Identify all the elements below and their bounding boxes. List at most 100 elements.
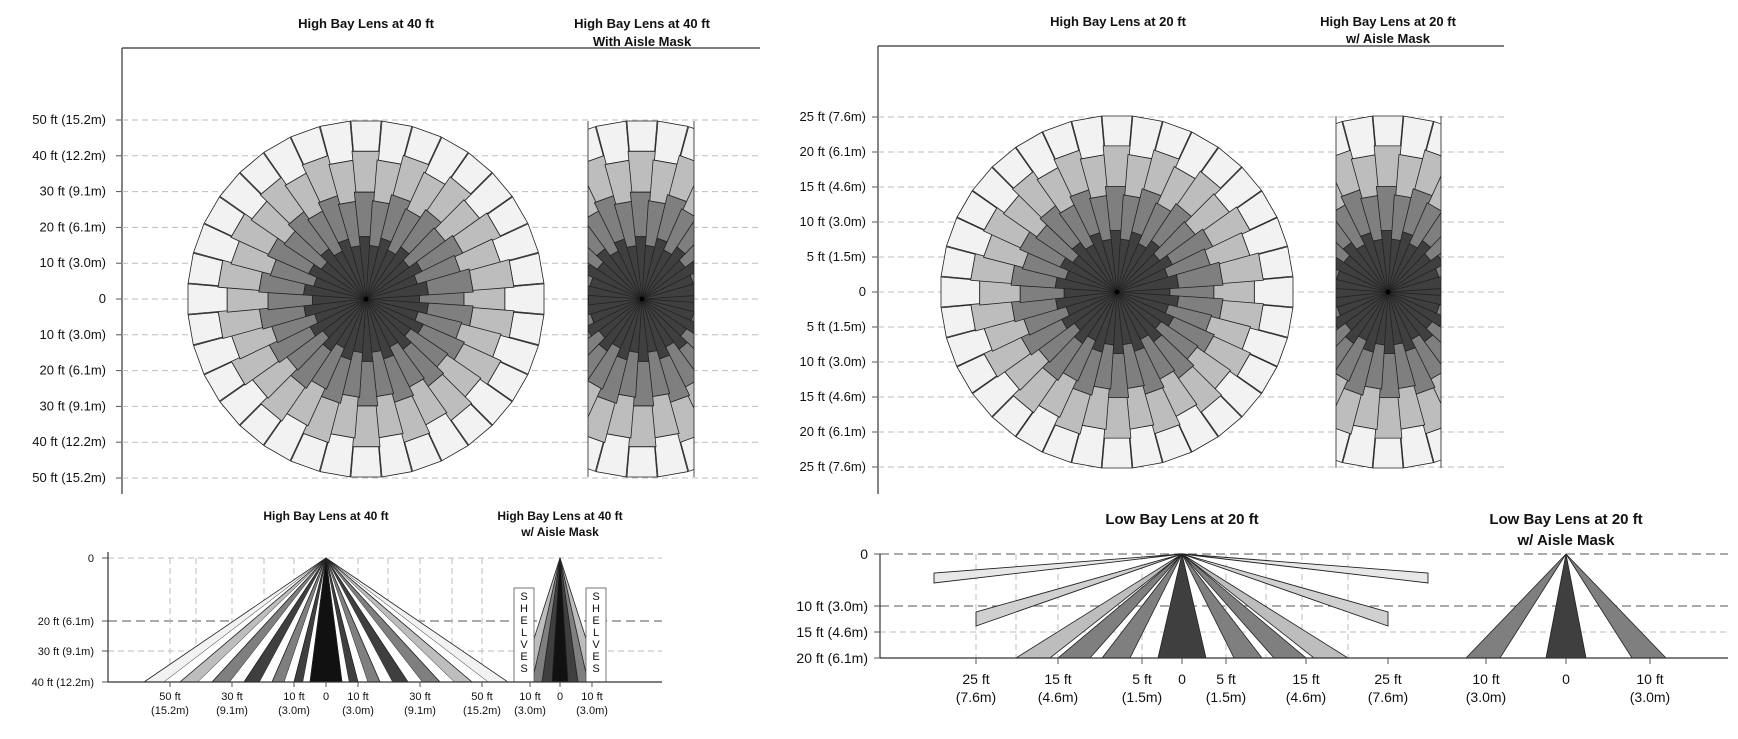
panel-title-low-bay-20ft: Low Bay Lens at 20 ft [1105, 511, 1258, 528]
shelves-label-letter: S [520, 591, 527, 603]
shelves-label-letter: E [520, 651, 527, 663]
y-axis-label: 15 ft (4.6m) [796, 624, 868, 640]
coverage-wedge [516, 404, 557, 445]
coverage-wedge [702, 303, 749, 329]
coverage-wedge [516, 153, 557, 194]
coverage-wedge [711, 355, 757, 399]
x-axis-label-metric: (3.0m) [278, 705, 310, 717]
coverage-wedge [1456, 194, 1501, 237]
coverage-wedge [1287, 132, 1330, 179]
x-axis-label: 5 ft [1216, 671, 1236, 687]
x-axis-label-metric: (3.0m) [1630, 689, 1670, 705]
shelves-label-letter: S [520, 663, 527, 675]
panel-title-mask-line2: With Aisle Mask [593, 34, 692, 49]
shelves-label-letter: H [592, 603, 600, 615]
x-axis-label: 15 ft [1044, 671, 1071, 687]
coverage-wedge [1284, 366, 1328, 412]
y-axis-label: 15 ft (4.6m) [800, 179, 866, 194]
y-axis-label: 10 ft (3.0m) [800, 214, 866, 229]
coverage-wedge [1435, 265, 1441, 280]
coverage-wedge [1530, 247, 1564, 279]
coverage-wedge [727, 153, 768, 194]
y-axis-label: 0 [99, 291, 106, 306]
y-axis-labels: 0 20 ft (6.1m) 30 ft (9.1m) 40 ft (12.2m) [32, 553, 94, 689]
coverage-wedge [680, 436, 694, 472]
x-axis-label: 10 ft [1472, 671, 1499, 687]
rose-wedges [187, 120, 545, 478]
coverage-wedge [764, 362, 804, 401]
panel-high-bay-20ft: High Bay Lens at 20 ft High Bay Lens at … [800, 14, 1564, 494]
x-axis-label-metric: (1.5m) [1122, 689, 1162, 705]
coverage-rose-aisle-mask [516, 120, 820, 478]
y-axis-label: 20 ft (6.1m) [40, 219, 106, 234]
coverage-wedge [1508, 191, 1548, 230]
x-axis-labels: 50 ft (15.2m) 30 ft (9.1m) 10 ft (3.0m) 0 10 ft… [151, 682, 608, 717]
coverage-wedge [1425, 427, 1441, 464]
coverage-wedge [527, 200, 573, 244]
x-axis-label-metric: (3.0m) [342, 705, 374, 717]
coverage-wedge [1336, 304, 1341, 319]
y-axis-label: 50 ft (15.2m) [32, 112, 106, 127]
coverage-wedge [536, 374, 581, 421]
coverage-wedge [689, 272, 694, 287]
x-axis-label: 5 ft [1132, 671, 1152, 687]
coverage-wedge [1456, 347, 1501, 390]
x-axis-label-metric: (4.6m) [1286, 689, 1326, 705]
coverage-wedge [1486, 371, 1533, 416]
coverage-wedge [729, 213, 777, 254]
shelves-label-letter: E [520, 615, 527, 627]
coverage-wedge [745, 308, 790, 339]
coverage-wedge [1372, 437, 1404, 469]
y-axis-label: 5 ft (1.5m) [807, 249, 866, 264]
x-axis-labels: 25 ft (7.6m) 15 ft (4.6m) 5 ft (1.5m) 0 5 ft (1.… [956, 658, 1670, 705]
panel-title-mask-line2: w/ Aisle Mask [520, 525, 599, 539]
shelves-label-letter: H [520, 603, 528, 615]
panel-title-mask-line1: High Bay Lens at 20 ft [1320, 14, 1456, 29]
coverage-wedge [702, 269, 749, 295]
x-axis-label-metric: (7.6m) [1368, 689, 1408, 705]
coverage-wedge [1336, 324, 1339, 331]
x-axis-label: 0 [323, 691, 329, 703]
coverage-wedge [1336, 265, 1341, 280]
y-axis-label: 25 ft (7.6m) [800, 459, 866, 474]
x-axis-label: 30 ft [221, 691, 242, 703]
y-axis-label: 20 ft (6.1m) [38, 616, 94, 628]
coverage-wedge [701, 413, 744, 460]
y-axis-label: 20 ft (6.1m) [800, 424, 866, 439]
coverage-wedge [1525, 277, 1564, 307]
shelves-label-letter: S [592, 663, 599, 675]
coverage-wedge [1508, 354, 1548, 393]
x-axis-label-metric: (15.2m) [151, 705, 189, 717]
coverage-wedge [1372, 115, 1404, 147]
rose-wedges [940, 115, 1294, 469]
shelves-label-letter: L [593, 627, 599, 639]
x-axis-label: 10 ft [347, 691, 368, 703]
coverage-wedge [1101, 437, 1133, 469]
x-axis-label: 25 ft [962, 671, 989, 687]
coverage-wedge [1447, 132, 1490, 179]
coverage-wedge [1476, 317, 1522, 352]
panel-title-mask-line1: High Bay Lens at 40 ft [497, 509, 622, 523]
coverage-wedge [187, 283, 228, 315]
x-axis-label: 15 ft [1292, 671, 1319, 687]
coverage-wedge [731, 324, 777, 359]
coverage-wedge [781, 284, 820, 314]
coverage-wedge [741, 173, 788, 219]
coverage-wedge [1490, 253, 1534, 284]
coverage-wedge [1472, 396, 1512, 437]
coverage-wedge [1253, 276, 1294, 308]
y-axis-label: 10 ft (3.0m) [800, 354, 866, 369]
coverage-wedge [1448, 262, 1495, 288]
coverage-wedge [1336, 120, 1351, 156]
coverage-wedge [940, 276, 981, 308]
x-axis-label-metric: (9.1m) [404, 705, 436, 717]
coverage-wedge [1474, 207, 1521, 248]
x-axis-label-metric: (3.0m) [1466, 689, 1506, 705]
panel-side-view-high-bay-40ft: High Bay Lens at 40 ft High Bay Lens at … [32, 509, 662, 717]
rose-wedges [1284, 115, 1564, 469]
coverage-wedge [588, 311, 595, 327]
coverage-wedge [711, 200, 757, 244]
x-axis-label: 0 [1562, 671, 1570, 687]
